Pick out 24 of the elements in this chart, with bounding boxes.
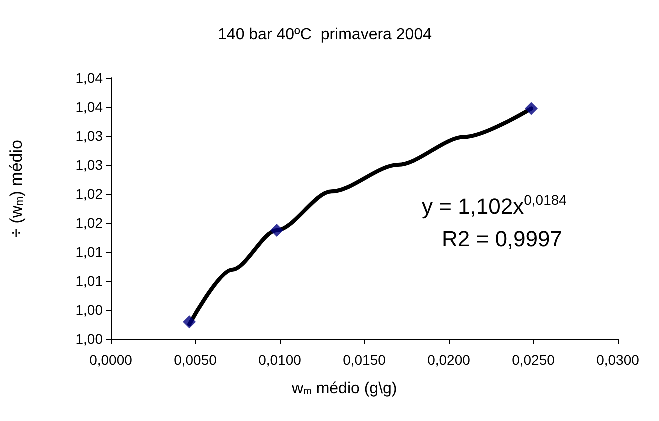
point [524,102,538,116]
point [183,316,196,329]
x-tick-label: 0,0000 [90,352,133,368]
y-tick-label: 1,00 [76,302,104,318]
point [270,224,284,238]
y-tick-label: 1,01 [76,273,104,289]
y-tick-label: 1,04 [76,99,104,115]
y-tick-label: 1,01 [76,244,104,260]
x-tick-label: 0,0100 [258,352,302,368]
x-tick-label: 0,0300 [596,352,640,368]
y-tick-label: 1,03 [76,128,104,144]
y-tick-label: 1,02 [76,186,104,202]
y-tick-label: 1,03 [76,157,104,173]
y-axis-title: ÷ (wm) médio [7,140,26,238]
y-tick-label: 1,02 [76,215,104,231]
annotation: R2 = 0,9997 [442,226,562,252]
x-tick-label: 0,0250 [512,352,556,368]
y-tick-label: 1,04 [76,70,104,86]
chart-title: 140 bar 40ºC primavera 2004 [218,26,432,44]
x-tick-label: 0,0200 [428,352,471,368]
y-tick-label: 1,00 [76,331,104,347]
x-tick-label: 0,0150 [343,352,386,368]
x-tick-label: 0,0050 [174,352,218,368]
x-axis-title: wm médio (g\g) [291,380,398,398]
